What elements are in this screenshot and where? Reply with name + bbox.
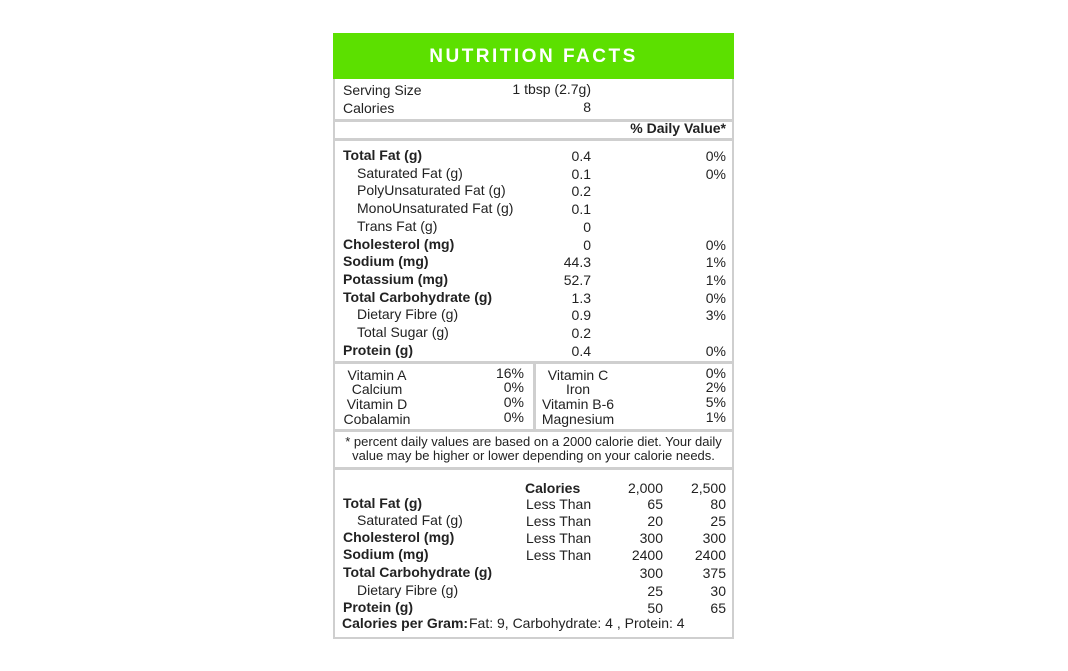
serving-size-label: Serving Size [343, 82, 422, 98]
reference-column: 2,500 [690, 480, 726, 496]
vitamin-name: Magnesium [541, 411, 615, 427]
reference-value: 65 [647, 496, 663, 512]
reference-name: Sodium (mg) [343, 546, 429, 562]
vitamin-divider [533, 363, 536, 430]
nutrient-daily-value: 1% [705, 254, 726, 271]
nutrient-amount: 1.3 [571, 289, 591, 306]
vitamin-value: 0% [503, 379, 524, 395]
nutrient-daily-value: 0% [705, 289, 726, 306]
calories-label: Calories [343, 100, 395, 116]
vitamin-name: Iron [565, 381, 591, 397]
nutrient-amount: 44.3 [563, 254, 591, 271]
reference-value: 300 [702, 530, 726, 546]
reference-value: 2400 [631, 547, 663, 563]
reference-value: 375 [702, 565, 726, 581]
nutrient-name: Saturated Fat (g) [357, 164, 463, 181]
daily-value-header: % Daily Value* [630, 120, 726, 136]
vitamin-value: 0% [705, 365, 726, 381]
vitamin-value: 1% [705, 409, 726, 425]
nutrient-daily-value: 1% [705, 271, 726, 288]
nutrient-name: PolyUnsaturated Fat (g) [357, 182, 506, 199]
nutrient-daily-value: 0% [705, 342, 726, 359]
per-gram-label: Calories per Gram: [342, 615, 469, 631]
reference-column: Calories [525, 480, 581, 496]
nutrient-amount: 0 [583, 236, 591, 253]
title: NUTRITION FACTS [429, 46, 638, 67]
nutrient-amount: 52.7 [563, 271, 591, 288]
reference-name: Total Carbohydrate (g) [343, 564, 493, 580]
nutrient-amount: 0.4 [571, 342, 591, 359]
rule [333, 119, 734, 122]
serving-size: 1 tbsp (2.7g) [512, 81, 591, 97]
reference-qualifier: Less Than [526, 513, 592, 529]
rule [333, 361, 734, 364]
nutrient-name: Total Fat (g) [343, 147, 423, 163]
nutrient-amount: 0.2 [571, 183, 591, 200]
nutrient-name: Sodium (mg) [343, 253, 429, 270]
footnote-line: value may be higher or lower depending o… [352, 448, 715, 463]
reference-name: Total Fat (g) [343, 495, 423, 511]
vitamin-name: Vitamin D [346, 396, 408, 412]
per-gram: Fat: 9, Carbohydrate: 4 , Protein: 4 [469, 615, 685, 631]
rule [333, 467, 734, 470]
reference-name: Cholesterol (mg) [343, 529, 455, 545]
reference-value: 25 [647, 583, 663, 599]
reference-value: 30 [710, 583, 726, 599]
reference-name: Dietary Fibre (g) [357, 582, 459, 598]
nutrient-name: Protein (g) [343, 341, 413, 358]
nutrient-name: MonoUnsaturated Fat (g) [357, 200, 514, 217]
reference-value: 300 [639, 530, 663, 546]
rule [333, 138, 734, 141]
calories-value: 8 [583, 99, 591, 115]
vitamin-value: 5% [705, 394, 726, 410]
nutrient-daily-value: 0% [705, 165, 726, 182]
reference-value: 80 [710, 496, 726, 512]
nutrient-amount: 0.2 [571, 325, 591, 341]
rule [333, 429, 734, 432]
reference-qualifier: Less Than [526, 496, 592, 512]
nutrient-name: Total Carbohydrate (g) [343, 288, 493, 305]
vitamin-name: Vitamin A [347, 367, 407, 383]
nutrient-name: Trans Fat (g) [357, 217, 438, 234]
vitamin-value: 16% [495, 365, 524, 381]
header-band [333, 33, 734, 79]
nutrient-amount: 0 [583, 218, 591, 235]
reference-column: 2,000 [627, 480, 663, 496]
reference-value: 300 [639, 565, 663, 581]
reference-name: Protein (g) [343, 599, 413, 615]
vitamin-name: Cobalamin [343, 411, 411, 427]
nutrient-name: Total Sugar (g) [357, 324, 449, 340]
nutrient-amount: 0.1 [571, 165, 591, 182]
vitamin-name: Vitamin C [547, 367, 609, 383]
reference-value: 25 [710, 513, 726, 529]
vitamin-name: Vitamin B-6 [541, 396, 615, 412]
vitamin-value: 0% [503, 409, 524, 425]
reference-value: 2400 [694, 547, 726, 563]
footnote-line: * percent daily values are based on a 20… [345, 434, 722, 449]
nutrient-name: Dietary Fibre (g) [357, 306, 459, 323]
nutrient-amount: 0.4 [571, 148, 591, 164]
nutrient-amount: 0.1 [571, 201, 591, 218]
reference-name: Saturated Fat (g) [357, 512, 463, 528]
reference-value: 20 [647, 513, 663, 529]
nutrient-daily-value: 0% [705, 148, 726, 164]
nutrient-amount: 0.9 [571, 307, 591, 324]
nutrient-name: Potassium (mg) [343, 270, 449, 287]
reference-qualifier: Less Than [526, 530, 592, 546]
nutrient-name: Cholesterol (mg) [343, 235, 455, 252]
vitamin-value: 0% [503, 394, 524, 410]
vitamin-value: 2% [705, 379, 726, 395]
vitamin-name: Calcium [351, 381, 403, 397]
nutrient-daily-value: 3% [705, 307, 726, 324]
reference-qualifier: Less Than [526, 547, 592, 563]
nutrient-daily-value: 0% [705, 236, 726, 253]
reference-value: 50 [647, 600, 663, 616]
reference-value: 65 [710, 600, 726, 616]
